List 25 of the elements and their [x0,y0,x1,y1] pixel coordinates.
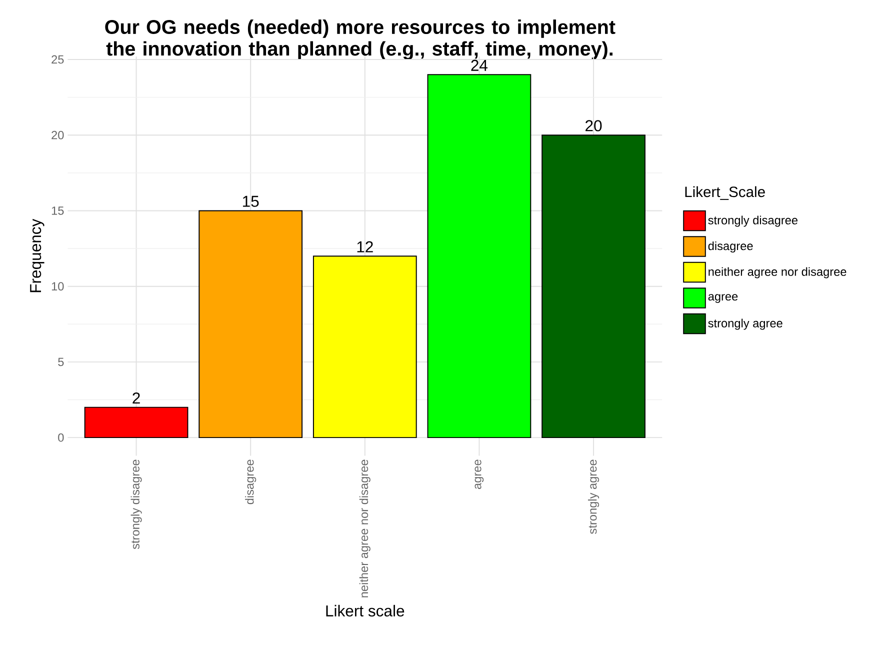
x-tick-label: agree [474,460,484,490]
x-tick-label: strongly agree [588,460,600,534]
legend-label: strongly agree [708,318,782,330]
y-tick-label: 25 [52,55,64,64]
x-tick-label: disagree [245,460,256,504]
legend-label: neither agree nor disagree [708,267,846,278]
y-tick-label: 10 [52,282,64,291]
x-tick-label: neither agree nor disagree [359,460,370,598]
x-axis-title: Likert scale [326,605,404,617]
chart-title: Our OG needs (needed) more resources to implement the innovation than planned (e.g., staff, time, money). [105,20,616,60]
data-label: 15 [243,196,259,208]
y-tick-label: 20 [52,131,64,140]
y-tick-label: 5 [58,358,64,366]
y-tick-label: 15 [52,206,64,215]
data-label: 12 [357,241,373,252]
data-label: 24 [471,60,488,71]
data-label: 2 [132,392,140,404]
x-tick-label: strongly disagree [130,460,142,550]
y-tick-label: 0 [58,433,64,442]
legend-label: agree [708,294,738,304]
data-label: 20 [586,120,602,132]
legend-label: disagree [708,242,753,253]
y-axis-title: Frequency [30,218,44,292]
legend-title: Likert_Scale [685,186,765,200]
legend-label: strongly disagree [708,216,798,227]
